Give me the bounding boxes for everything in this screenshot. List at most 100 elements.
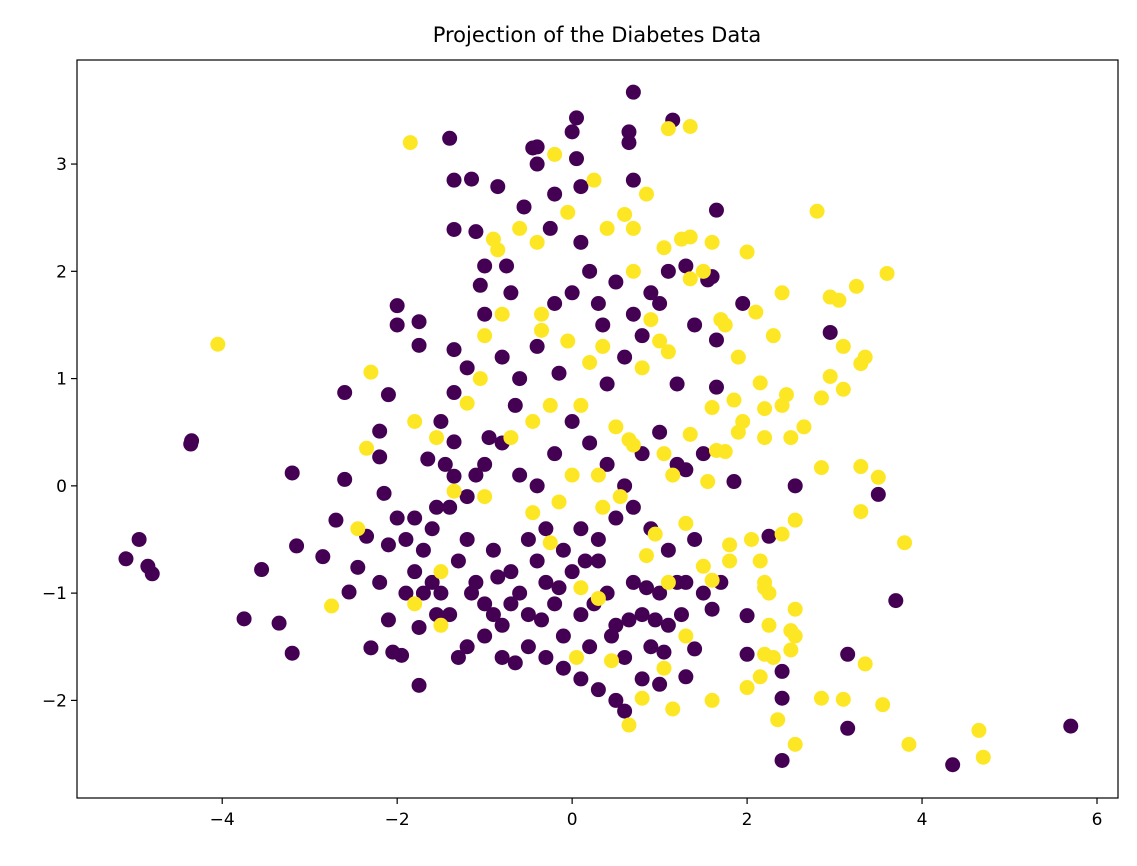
data-point: [477, 328, 493, 344]
data-point: [542, 535, 558, 551]
data-point: [687, 317, 703, 333]
data-point: [634, 607, 650, 623]
data-point: [739, 608, 755, 624]
data-point: [547, 295, 563, 311]
data-point: [547, 446, 563, 462]
data-point: [507, 655, 523, 671]
data-point: [437, 456, 453, 472]
data-point: [459, 395, 475, 411]
data-point: [573, 397, 589, 413]
data-point: [494, 617, 510, 633]
data-point: [442, 130, 458, 146]
data-point: [612, 489, 628, 505]
data-point: [481, 430, 497, 446]
data-point: [617, 206, 633, 222]
data-point: [660, 344, 676, 360]
data-point: [407, 596, 423, 612]
x-tick-label: 4: [917, 810, 928, 830]
data-point: [477, 306, 493, 322]
data-point: [739, 680, 755, 696]
data-point: [638, 186, 654, 202]
data-point: [359, 440, 375, 456]
data-point: [652, 295, 668, 311]
data-point: [739, 646, 755, 662]
data-point: [590, 531, 606, 547]
data-point: [652, 676, 668, 692]
data-point: [752, 553, 768, 569]
data-point: [687, 531, 703, 547]
data-point: [499, 258, 515, 274]
data-point: [442, 499, 458, 515]
data-point: [652, 333, 668, 349]
data-point: [350, 559, 366, 575]
data-point: [643, 285, 659, 301]
data-point: [582, 263, 598, 279]
data-point: [660, 542, 676, 558]
data-point: [411, 337, 427, 353]
points-layer: [118, 84, 1079, 773]
data-point: [590, 682, 606, 698]
data-point: [796, 419, 812, 435]
data-point: [538, 649, 554, 665]
y-tick-label: 3: [56, 155, 67, 175]
data-point: [363, 640, 379, 656]
data-point: [1063, 718, 1079, 734]
data-point: [608, 419, 624, 435]
data-point: [582, 435, 598, 451]
data-point: [739, 244, 755, 260]
data-point: [708, 379, 724, 395]
data-point: [752, 375, 768, 391]
data-point: [625, 172, 641, 188]
data-point: [183, 436, 199, 452]
data-point: [722, 553, 738, 569]
data-point: [595, 317, 611, 333]
data-point: [429, 499, 445, 515]
data-point: [376, 485, 392, 501]
data-point: [564, 467, 580, 483]
data-point: [770, 712, 786, 728]
data-point: [564, 124, 580, 140]
data-point: [708, 202, 724, 218]
data-point: [617, 649, 633, 665]
data-point: [783, 430, 799, 446]
data-point: [385, 644, 401, 660]
data-point: [446, 468, 462, 484]
data-point: [547, 146, 563, 162]
data-point: [695, 263, 711, 279]
data-point: [687, 641, 703, 657]
data-point: [494, 649, 510, 665]
data-point: [975, 749, 991, 765]
data-point: [363, 364, 379, 380]
data-point: [446, 385, 462, 401]
data-point: [560, 333, 576, 349]
data-point: [477, 456, 493, 472]
data-point: [477, 489, 493, 505]
data-point: [625, 84, 641, 100]
data-point: [525, 140, 541, 156]
data-point: [415, 542, 431, 558]
data-point: [634, 671, 650, 687]
data-point: [590, 553, 606, 569]
data-point: [459, 531, 475, 547]
data-point: [433, 564, 449, 580]
data-point: [717, 444, 733, 460]
data-point: [625, 306, 641, 322]
data-point: [608, 692, 624, 708]
data-point: [787, 628, 803, 644]
y-tick-label: 1: [56, 370, 67, 390]
data-point: [485, 607, 501, 623]
data-point: [389, 510, 405, 526]
data-point: [236, 611, 252, 627]
data-point: [643, 639, 659, 655]
data-point: [704, 234, 720, 250]
data-point: [857, 656, 873, 672]
data-point: [372, 423, 388, 439]
data-point: [678, 669, 694, 685]
data-point: [516, 199, 532, 215]
data-point: [534, 612, 550, 628]
x-tick-label: 6: [1092, 810, 1103, 830]
data-point: [573, 607, 589, 623]
data-point: [490, 569, 506, 585]
data-point: [424, 521, 440, 537]
data-point: [485, 542, 501, 558]
